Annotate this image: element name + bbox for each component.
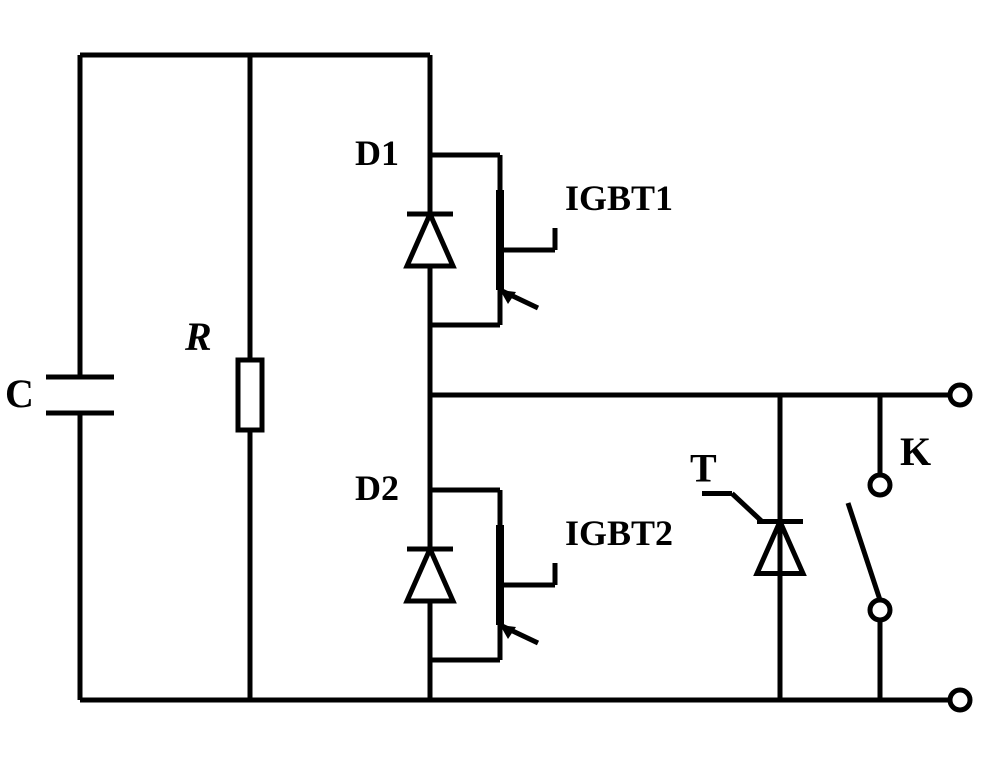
output-terminal-bottom	[950, 690, 970, 710]
diode-D1	[407, 214, 453, 266]
thyristor-gate-diag	[732, 494, 762, 522]
label-T: T	[690, 446, 717, 491]
label-IGBT2: IGBT2	[565, 513, 673, 553]
label-IGBT1: IGBT1	[565, 178, 673, 218]
label-D1: D1	[355, 133, 399, 173]
label-R: R	[184, 314, 212, 359]
output-terminal-top	[950, 385, 970, 405]
diode-D2	[407, 549, 453, 601]
label-K: K	[900, 429, 931, 474]
resistor-R	[238, 360, 262, 430]
switch-terminal-top	[870, 475, 890, 495]
switch-terminal-bottom	[870, 600, 890, 620]
label-D2: D2	[355, 468, 399, 508]
switch-arm	[848, 503, 880, 600]
circuit-diagram: C R D1 IGBT1 D2 IGBT2 T K	[0, 0, 985, 763]
label-C: C	[5, 371, 34, 416]
